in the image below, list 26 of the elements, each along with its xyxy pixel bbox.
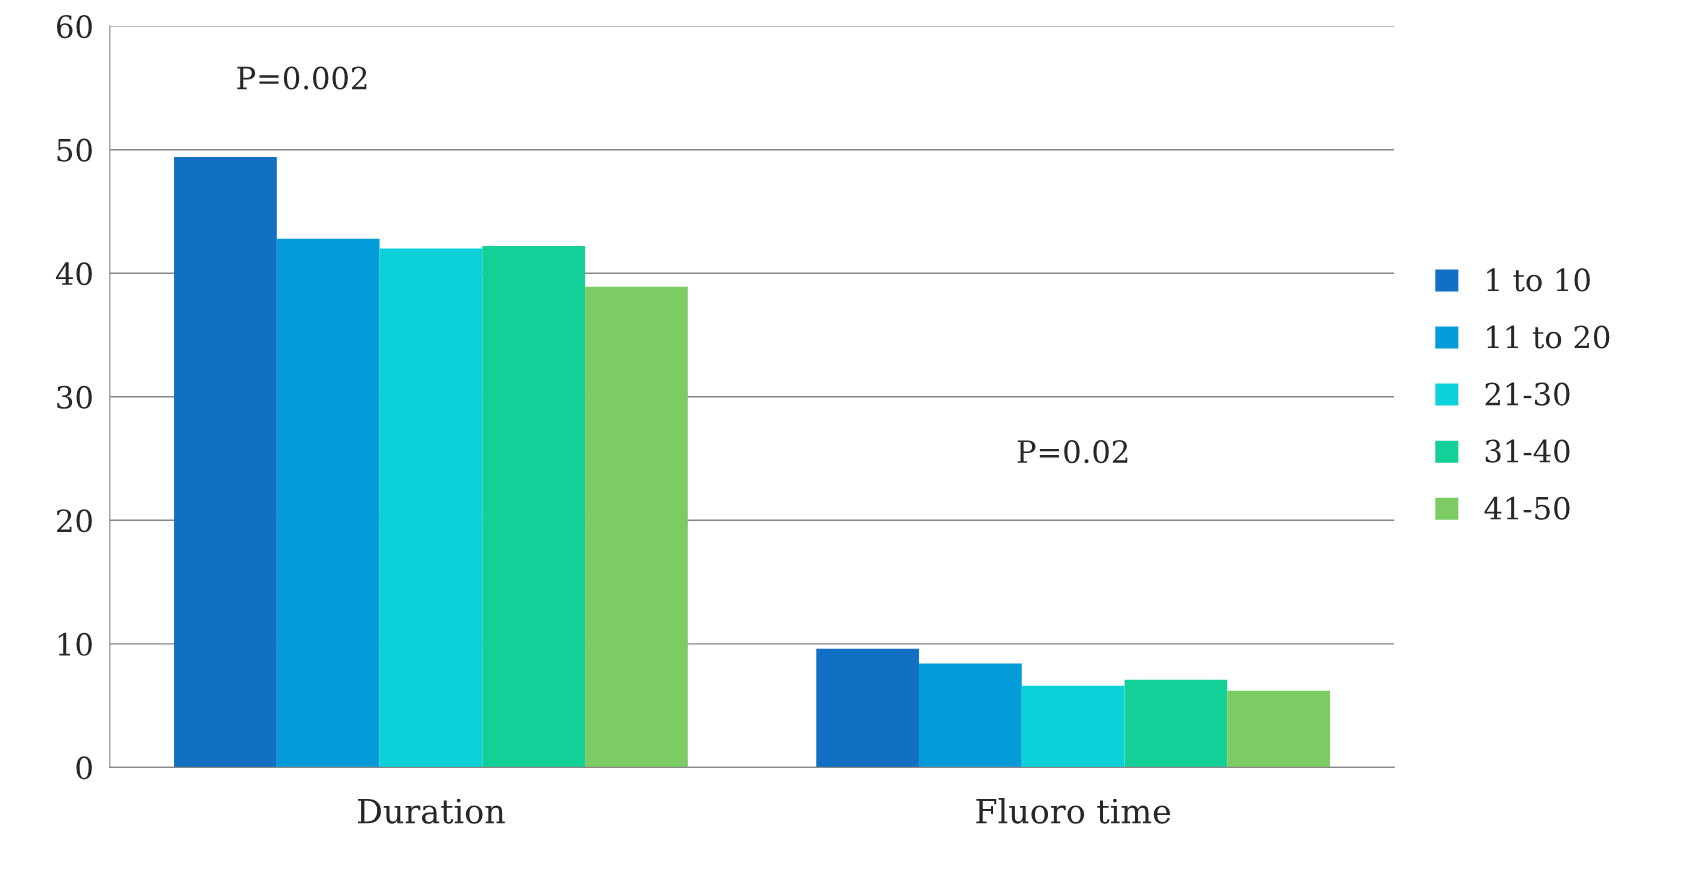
bar (276, 238, 380, 768)
y-tick-label: 30 (57, 385, 92, 409)
annotation: P=0.02 (1017, 440, 1128, 464)
bar (919, 663, 1022, 768)
bar (174, 157, 277, 768)
y-tick-label: 0 (76, 756, 92, 780)
y-tick-label: 60 (57, 15, 92, 39)
legend-label: 1 to 10 (1487, 268, 1590, 292)
bar (816, 648, 920, 768)
y-tick-label: 50 (57, 138, 92, 162)
legend-label: 41-50 (1484, 496, 1570, 520)
bar (379, 248, 483, 768)
y-tick-label: 40 (55, 262, 92, 286)
x-tick-label: Duration (357, 798, 505, 824)
bar (585, 286, 688, 768)
legend-label: 11 to 20 (1487, 325, 1610, 349)
annotation: P=0.002 (237, 66, 367, 90)
bar (1227, 690, 1331, 768)
y-tick-label: 10 (58, 632, 92, 656)
x-tick-label: Fluoro time (976, 797, 1171, 824)
bar (1124, 679, 1228, 768)
bar (482, 246, 586, 768)
legend-label: 31-40 (1485, 439, 1570, 463)
legend-label: 21-30 (1485, 382, 1570, 406)
bar (1021, 685, 1125, 768)
y-tick-label: 20 (57, 509, 92, 533)
